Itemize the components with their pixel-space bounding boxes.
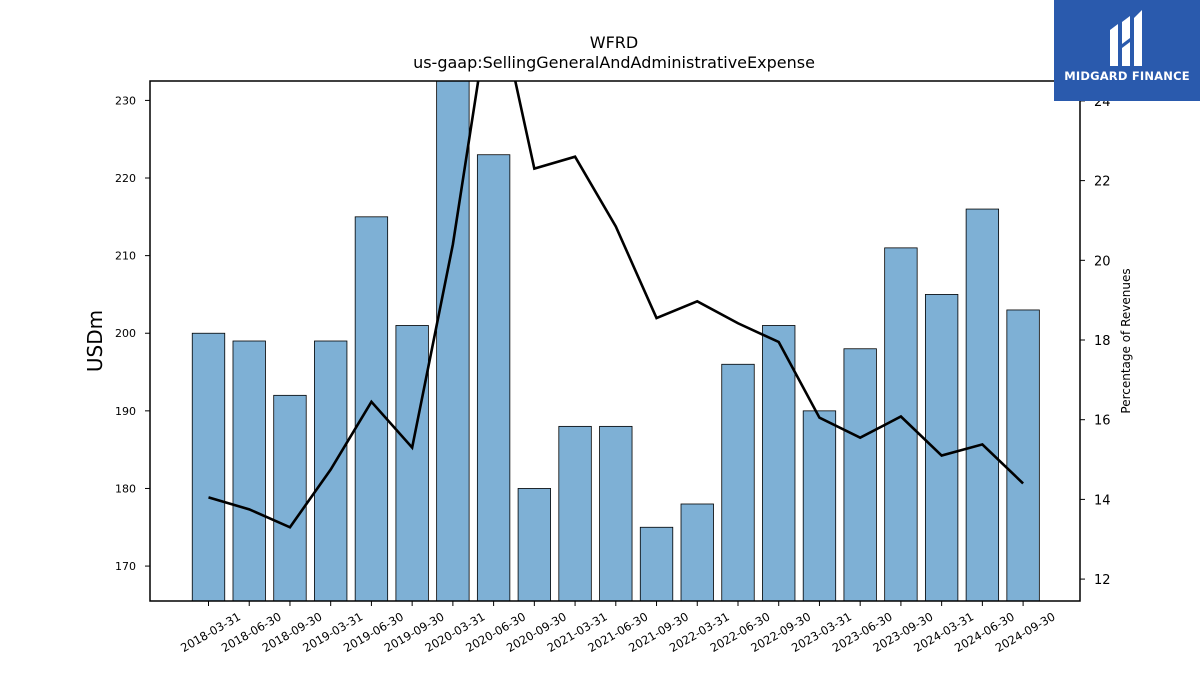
percentage-line (208, 81, 1024, 529)
bar-2021-06-30 (599, 425, 633, 601)
left-tick-label: 230 (115, 94, 136, 107)
right-tick-label: 12 (1094, 573, 1111, 588)
y-axis-label: USDm (83, 310, 107, 372)
bar-2020-06-30 (476, 154, 511, 601)
bar-2019-09-30 (395, 325, 429, 601)
bar-2021-03-31 (558, 425, 592, 601)
left-tick-label: 180 (115, 482, 136, 495)
bar-2018-06-30 (232, 340, 266, 601)
logo-text: MIDGARD FINANCE (1064, 69, 1190, 83)
right-tick-label: 22 (1094, 175, 1111, 190)
bar-2024-09-30 (1006, 309, 1040, 601)
left-tick-label: 210 (115, 250, 136, 263)
bar-2024-06-30 (965, 208, 1000, 601)
plot-frame (149, 80, 1081, 602)
left-tick-label: 170 (115, 560, 136, 573)
line-series (208, 81, 1024, 529)
logo-mark-icon (1110, 10, 1142, 66)
bar-2023-09-30 (884, 247, 918, 601)
right-tick-label: 18 (1094, 334, 1111, 349)
bar-2021-09-30 (639, 526, 674, 601)
chart-title: WFRD (590, 33, 638, 52)
right-tick-label: 14 (1094, 493, 1111, 508)
left-tick-label: 220 (115, 172, 136, 185)
bar-2023-03-31 (802, 410, 837, 601)
bar-2022-06-30 (721, 363, 755, 601)
logo: MIDGARD FINANCE (1054, 0, 1200, 101)
left-tick-label: 200 (115, 327, 136, 340)
bar-2019-06-30 (354, 216, 389, 601)
chart-subtitle: us-gaap:SellingGeneralAndAdministrativeE… (413, 53, 815, 72)
left-axis: 170 180 190 200 210 220 230 (115, 94, 150, 573)
right-tick-label: 16 (1094, 414, 1111, 429)
bar-2022-09-30 (762, 325, 796, 601)
right-tick-label: 20 (1094, 254, 1111, 269)
bar-2023-06-30 (843, 348, 877, 601)
bar-series (191, 81, 1040, 601)
bar-2022-03-31 (680, 503, 714, 601)
bar-2018-03-31 (191, 332, 226, 601)
left-tick-label: 190 (115, 405, 136, 418)
bar-2024-03-31 (924, 294, 959, 601)
x-axis: 2018-03-312018-06-302018-09-302019-03-31… (178, 601, 1058, 655)
bar-2020-09-30 (517, 488, 551, 601)
y2-axis-label: Percentage of Revenues (1119, 268, 1133, 413)
bar-2018-09-30 (273, 394, 307, 601)
